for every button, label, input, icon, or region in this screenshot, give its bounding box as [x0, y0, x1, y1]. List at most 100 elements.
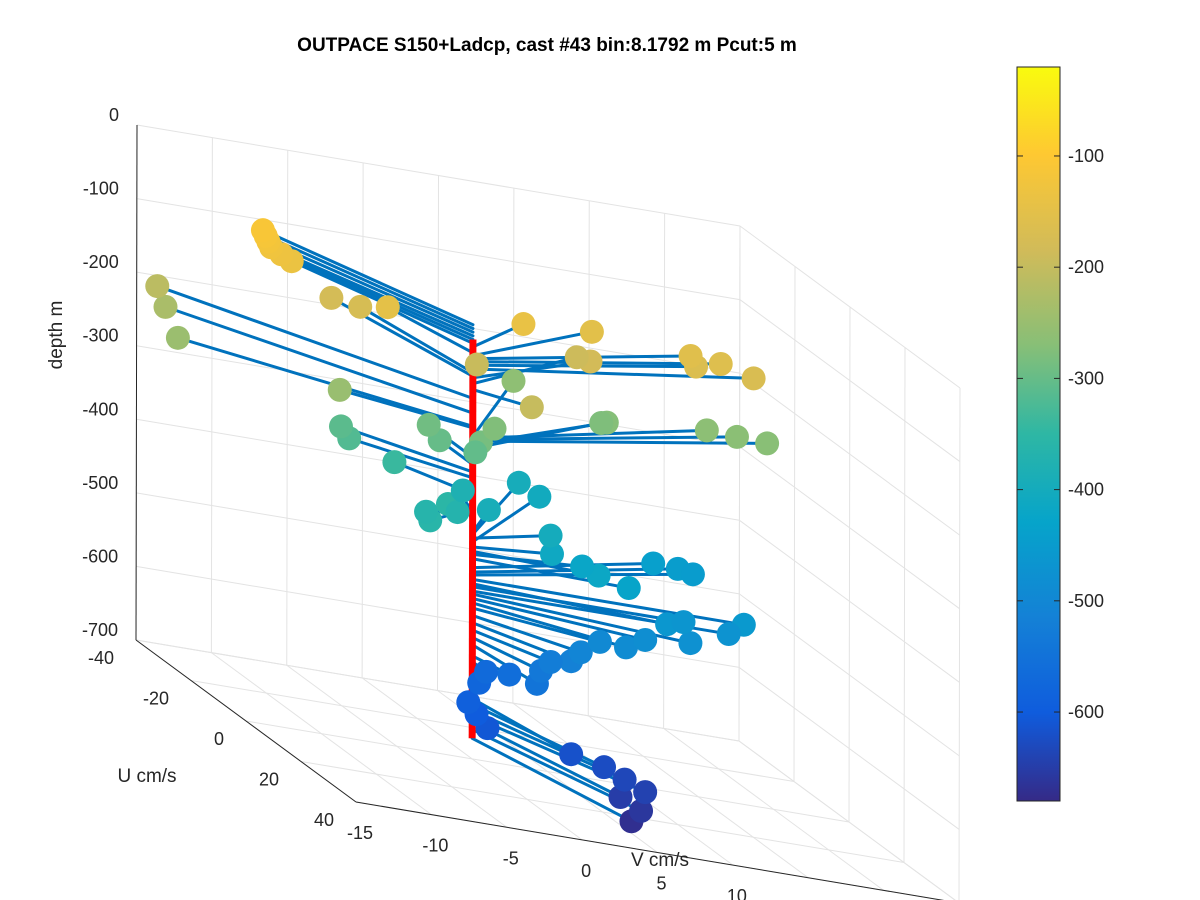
velocity-stick	[470, 577, 746, 627]
velocity-stick	[269, 245, 475, 338]
velocity-stick	[261, 228, 475, 327]
colorbar-tick-label: -600	[1068, 702, 1104, 722]
velocity-point	[375, 295, 400, 320]
velocity-point	[716, 622, 741, 647]
velocity-point	[474, 659, 499, 684]
grid-line	[848, 306, 851, 823]
z-tick-label: 0	[109, 105, 119, 125]
velocity-stick	[339, 424, 475, 474]
grid-line	[136, 418, 740, 521]
velocity-stick	[358, 305, 475, 375]
grid-line	[136, 492, 740, 595]
grid-line	[903, 347, 906, 863]
velocity-point	[633, 780, 658, 805]
velocity-point	[568, 640, 593, 665]
plot-grid	[135, 124, 961, 900]
velocity-point	[678, 343, 703, 368]
z-tick-label: -200	[83, 252, 119, 272]
y-axis-line	[135, 639, 357, 803]
velocity-point	[450, 478, 475, 503]
velocity-point	[564, 345, 589, 370]
velocity-point	[589, 411, 614, 436]
velocity-stick	[386, 305, 475, 355]
x-tick-label: -10	[422, 836, 448, 856]
velocity-point	[476, 497, 501, 522]
z-tick-label: -300	[83, 326, 119, 346]
velocity-stick	[471, 545, 554, 556]
grid-line	[210, 137, 213, 653]
velocity-point	[755, 431, 780, 456]
velocity-point	[616, 576, 641, 601]
velocity-point	[612, 767, 637, 792]
y-tick-label: 40	[314, 810, 334, 830]
velocity-point	[348, 294, 373, 319]
velocity-point	[629, 798, 654, 823]
x-tick-label: 0	[581, 861, 591, 881]
y-tick-label: -20	[143, 689, 169, 709]
velocity-point	[511, 312, 536, 337]
velocity-point	[414, 499, 439, 524]
velocity-point	[579, 319, 604, 344]
velocity-stick	[155, 284, 475, 400]
velocity-stick	[470, 613, 583, 654]
velocity-stick	[470, 736, 633, 823]
velocity-stick	[470, 635, 543, 673]
velocity-point	[519, 395, 544, 420]
colorbar-tick-label: -500	[1068, 591, 1104, 611]
velocity-point	[633, 627, 658, 652]
velocity-point	[319, 285, 344, 310]
velocity-point	[501, 368, 526, 393]
velocity-point	[592, 755, 617, 780]
velocity-stick	[471, 534, 553, 540]
x-tick-label: 10	[727, 886, 747, 900]
grid-line	[738, 667, 960, 830]
cast-line-layer	[468, 339, 477, 739]
velocity-points	[145, 218, 780, 834]
y-tick-label: -40	[88, 648, 114, 668]
grid-line	[587, 200, 590, 716]
grid-line	[793, 266, 796, 782]
velocity-point	[416, 412, 441, 437]
velocity-point	[527, 484, 552, 509]
velocity-point	[671, 610, 696, 635]
cast-line	[468, 339, 477, 739]
grid-line	[245, 720, 850, 823]
velocity-stick	[471, 421, 603, 450]
velocity-point	[463, 440, 488, 465]
grid-line	[135, 639, 740, 742]
velocity-point	[382, 450, 407, 475]
colorbar-tick-label: -300	[1068, 368, 1104, 388]
velocity-point	[497, 662, 522, 687]
velocity-stick	[471, 495, 541, 544]
z-tick-label: -600	[82, 546, 118, 566]
colorbar-tick-label: -200	[1068, 257, 1104, 277]
velocity-point	[741, 366, 766, 391]
grid-line	[663, 213, 666, 729]
velocity-point	[328, 414, 353, 439]
velocity-point	[464, 352, 489, 377]
velocity-stick	[338, 388, 475, 430]
z-tick-label: -100	[83, 179, 119, 199]
velocity-stick	[471, 355, 579, 386]
y-tick-label: 0	[214, 729, 224, 749]
velocity-point	[538, 523, 563, 548]
x-tick-label: 5	[656, 874, 666, 894]
velocity-point	[570, 554, 595, 579]
x-tick-label: -15	[347, 823, 373, 843]
grid-line	[738, 740, 956, 900]
x-tick-label: -5	[503, 848, 519, 868]
grid-line	[739, 372, 961, 536]
axis-tick-labels: -15-10-50510152025-40-20020400-100-200-3…	[82, 105, 822, 900]
velocity-point	[538, 650, 563, 674]
velocity-point	[587, 629, 612, 654]
x-axis-line	[355, 801, 945, 900]
grid-line	[738, 225, 741, 742]
velocity-stick	[470, 561, 655, 570]
grid-line	[300, 761, 905, 863]
chart-title: OUTPACE S150+Ladcp, cast #43 bin:8.1792 …	[297, 35, 797, 56]
grid-line	[136, 124, 741, 227]
velocity-stick	[470, 596, 647, 642]
colorbar-tick-label: -400	[1068, 480, 1104, 500]
velocity-point	[539, 542, 564, 567]
velocity-point	[614, 635, 639, 660]
